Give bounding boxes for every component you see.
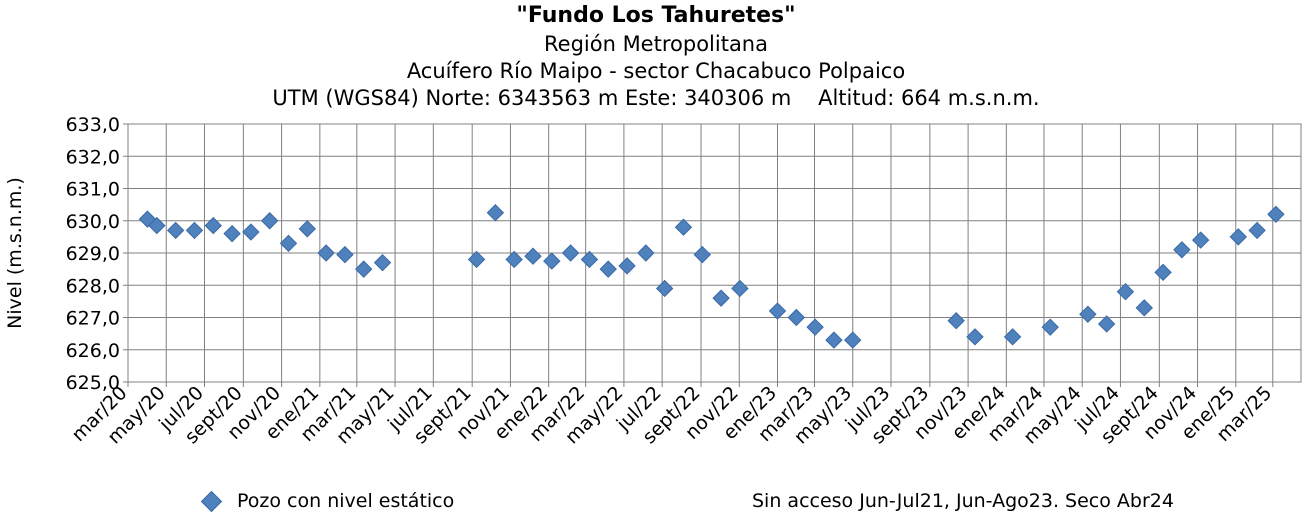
data-point — [1154, 263, 1172, 282]
chart-subtitle-coordinates: UTM (WGS84) Norte: 6343563 m Este: 34030… — [272, 86, 1040, 110]
data-point — [1097, 315, 1116, 333]
data-point — [580, 250, 599, 269]
plot-area-border — [127, 123, 1302, 383]
y-tick-label: 626,0 — [66, 340, 120, 362]
data-point — [524, 247, 542, 265]
y-tick-label: 632,0 — [66, 146, 120, 168]
chart-subtitle-region: Región Metropolitana — [544, 32, 768, 56]
data-point — [787, 308, 806, 327]
data-point — [561, 244, 580, 262]
y-tick-label: 633,0 — [66, 114, 120, 136]
data-point — [674, 218, 693, 236]
data-point — [1079, 305, 1097, 323]
chart-title: "Fundo Los Tahuretes" — [516, 3, 796, 28]
data-point — [279, 234, 298, 253]
data-point — [768, 302, 787, 320]
data-point — [966, 328, 984, 346]
data-point — [712, 289, 730, 307]
y-tick-label: 625,0 — [66, 372, 120, 394]
y-axis-label: Nivel (m.s.n.m.) — [4, 177, 26, 329]
data-point — [731, 279, 749, 298]
y-tick-label: 631,0 — [66, 179, 120, 201]
data-point — [1229, 228, 1248, 246]
data-point — [185, 221, 204, 240]
y-tick-label: 628,0 — [66, 275, 120, 297]
legend-diamond-icon — [200, 490, 223, 512]
legend: Pozo con nivel estático — [200, 488, 455, 514]
data-point — [693, 245, 711, 264]
data-point — [1003, 328, 1022, 346]
data-point — [373, 253, 392, 272]
data-point — [1135, 299, 1153, 317]
data-point — [947, 312, 965, 330]
data-point — [486, 203, 505, 222]
data-point — [1191, 231, 1210, 249]
data-point — [825, 331, 843, 349]
chart-annotation: Sin acceso Jun-Jul21, Jun-Ago23. Seco Ab… — [752, 490, 1174, 512]
data-point — [204, 216, 222, 235]
data-point — [844, 331, 862, 349]
data-point — [242, 223, 260, 241]
data-point — [655, 279, 674, 298]
data-point — [1173, 241, 1191, 259]
y-tick-label: 629,0 — [66, 243, 120, 265]
data-point — [599, 260, 617, 278]
data-point — [317, 244, 335, 262]
y-tick-label: 630,0 — [66, 211, 120, 233]
data-point — [543, 252, 561, 270]
data-point — [618, 257, 636, 275]
data-point — [505, 250, 523, 269]
data-point — [1267, 205, 1285, 224]
data-point — [1041, 318, 1059, 336]
data-point — [148, 216, 166, 235]
chart-subtitle-aquifer: Acuífero Río Maipo - sector Chacabuco Po… — [406, 59, 906, 83]
data-point — [166, 221, 185, 240]
data-point — [1248, 221, 1266, 240]
data-point — [1116, 282, 1135, 301]
data-point — [298, 220, 317, 238]
data-point — [806, 318, 824, 336]
data-point — [223, 224, 241, 243]
data-point — [637, 244, 655, 262]
data-point — [467, 250, 486, 269]
legend-label: Pozo con nivel estático — [237, 490, 455, 512]
data-point — [355, 260, 373, 278]
data-point — [260, 212, 279, 230]
data-point — [336, 245, 354, 264]
y-tick-label: 627,0 — [66, 308, 120, 330]
